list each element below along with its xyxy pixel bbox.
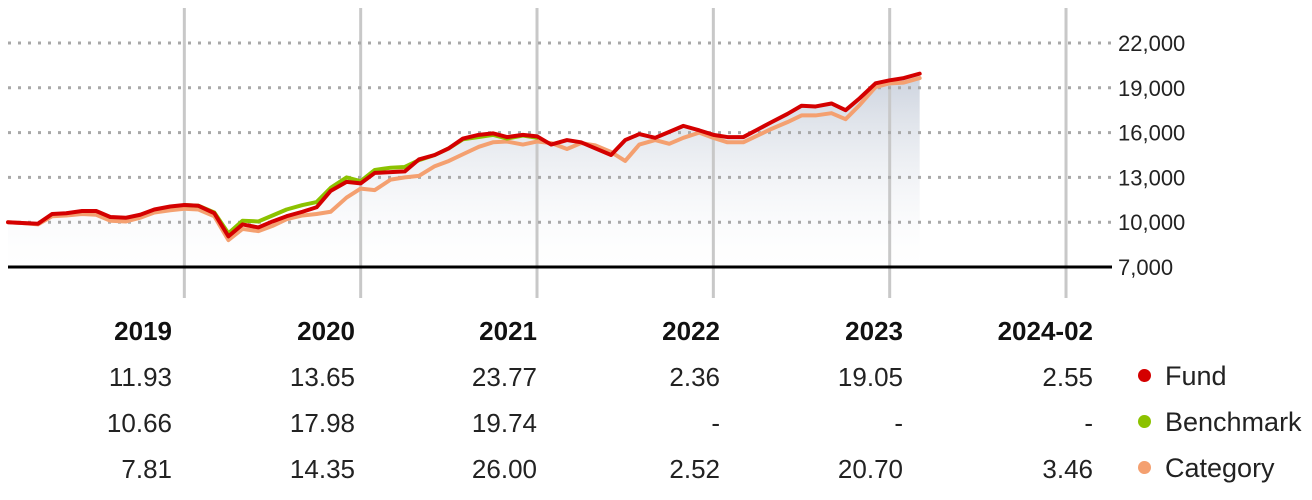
legend-dot-icon <box>1138 461 1151 475</box>
return-cell: 23.77 <box>471 362 537 392</box>
y-axis: 7,000 10,000 13,000 16,000 19,000 22,000 <box>1118 31 1185 280</box>
legend-label: Benchmark <box>1165 407 1302 437</box>
legend-dot-icon <box>1138 415 1151 429</box>
return-cell: 19.74 <box>471 408 537 438</box>
return-cell: - <box>894 408 903 438</box>
return-cell: 2.52 <box>669 454 720 484</box>
legend-category: Category <box>1138 453 1275 484</box>
grid-layer <box>8 8 1112 298</box>
legend-label: Fund <box>1165 361 1227 391</box>
legend-dot-icon <box>1138 369 1151 383</box>
legend-fund: Fund <box>1138 361 1227 392</box>
legend-label: Category <box>1165 453 1275 483</box>
return-cell: 2.36 <box>669 362 720 392</box>
year-header: 2024-02 <box>997 316 1093 346</box>
year-header: 2019 <box>114 316 172 346</box>
return-cell: 26.00 <box>471 454 537 484</box>
return-cell: 11.93 <box>108 362 172 392</box>
area-fill <box>8 73 920 267</box>
return-cell: 2.55 <box>1042 362 1093 392</box>
y-tick-label: 19,000 <box>1118 76 1185 101</box>
legend-benchmark: Benchmark <box>1138 407 1302 438</box>
growth-chart: 7,000 10,000 13,000 16,000 19,000 22,000 <box>6 8 1185 298</box>
y-tick-label: 7,000 <box>1118 255 1173 280</box>
area-layer <box>8 73 920 267</box>
y-tick-label: 22,000 <box>1118 31 1185 56</box>
return-cell: 10.66 <box>106 408 172 438</box>
series-layer <box>6 71 922 243</box>
y-tick-label: 10,000 <box>1118 210 1185 235</box>
return-cell: 19.05 <box>837 362 903 392</box>
fund-line <box>6 71 922 239</box>
y-tick-label: 13,000 <box>1118 165 1185 190</box>
return-cell: 17.98 <box>289 408 355 438</box>
year-header: 2020 <box>297 316 355 346</box>
return-cell: 13.65 <box>289 362 355 392</box>
return-cell: 14.35 <box>289 454 355 484</box>
category-line <box>6 76 922 243</box>
year-header: 2023 <box>845 316 903 346</box>
y-tick-label: 16,000 <box>1118 121 1185 146</box>
return-cell: 3.46 <box>1042 454 1093 484</box>
return-cell: 20.70 <box>837 454 903 484</box>
return-cell: - <box>1084 408 1093 438</box>
return-cell: - <box>711 408 720 438</box>
year-header: 2021 <box>479 316 537 346</box>
return-cell: 7.81 <box>121 454 172 484</box>
year-header: 2022 <box>662 316 720 346</box>
